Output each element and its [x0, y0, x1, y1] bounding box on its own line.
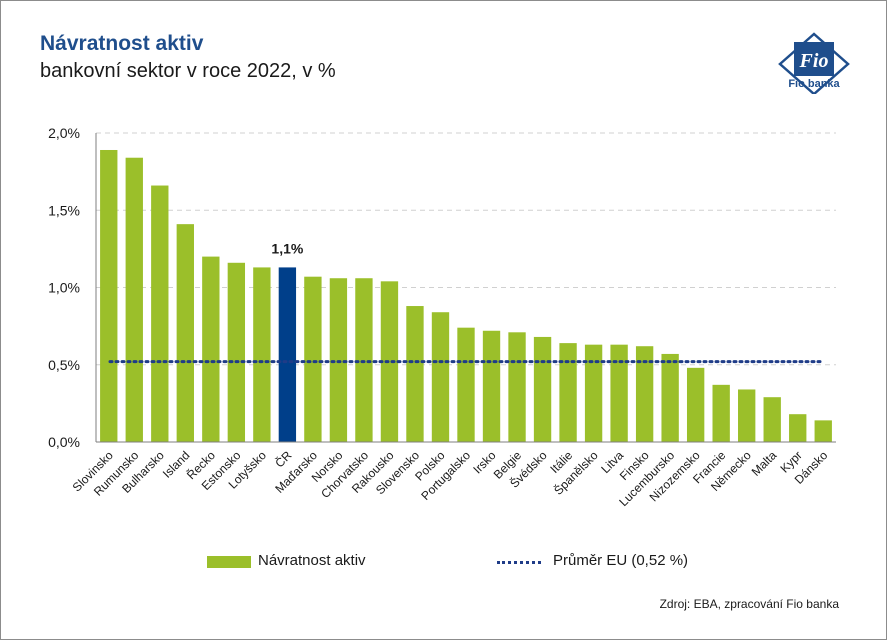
bar-3	[176, 224, 194, 442]
bar-19	[584, 344, 603, 442]
bar-22	[661, 353, 679, 442]
source-note: Zdroj: EBA, zpracování Fio banka	[659, 597, 839, 611]
bar-7	[278, 267, 297, 442]
bar-13	[431, 312, 450, 442]
bar-25	[738, 389, 756, 442]
chart-subtitle: bankovní sektor v roce 2022, v %	[40, 60, 336, 82]
legend-swatch-bar	[207, 556, 251, 568]
bar-27	[789, 414, 807, 442]
bar-18	[559, 343, 577, 442]
fio-logo-icon: Fio	[778, 32, 850, 94]
bar-23	[686, 367, 705, 442]
x-tick-label: Malta	[749, 448, 780, 479]
data-label-highlight: 1,1%	[271, 240, 303, 256]
bar-14	[457, 327, 475, 442]
y-tick-label: 1,5%	[48, 202, 80, 218]
legend-swatch-line	[497, 561, 541, 564]
chart-title: Návratnost aktiv	[40, 32, 204, 55]
bar-9	[329, 278, 348, 442]
bar-4	[202, 256, 220, 442]
y-tick-label: 1,0%	[48, 280, 80, 296]
logo-mark: Fio	[799, 50, 829, 72]
y-tick-label: 0,5%	[48, 357, 80, 373]
logo-text: Fio banka	[788, 78, 840, 90]
y-tick-label: 2,0%	[48, 125, 80, 141]
bar-6	[253, 267, 271, 442]
bar-26	[763, 397, 781, 442]
bar-12	[406, 306, 424, 442]
bar-17	[533, 336, 552, 442]
legend-label-line: Průměr EU (0,52 %)	[553, 552, 689, 569]
bar-24	[712, 384, 730, 442]
y-tick-label: 0,0%	[48, 434, 80, 450]
bar-16	[508, 332, 526, 442]
bar-8	[304, 276, 322, 442]
legend-label-bar: Návratnost aktiv	[258, 552, 366, 569]
bar-15	[482, 330, 501, 442]
bar-1	[125, 157, 143, 442]
bar-2	[151, 185, 169, 442]
bar-20	[610, 344, 628, 442]
bar-10	[355, 278, 373, 442]
bar-28	[814, 420, 832, 442]
bar-21	[635, 346, 654, 442]
bar-5	[227, 262, 246, 442]
bar-0	[100, 149, 118, 442]
